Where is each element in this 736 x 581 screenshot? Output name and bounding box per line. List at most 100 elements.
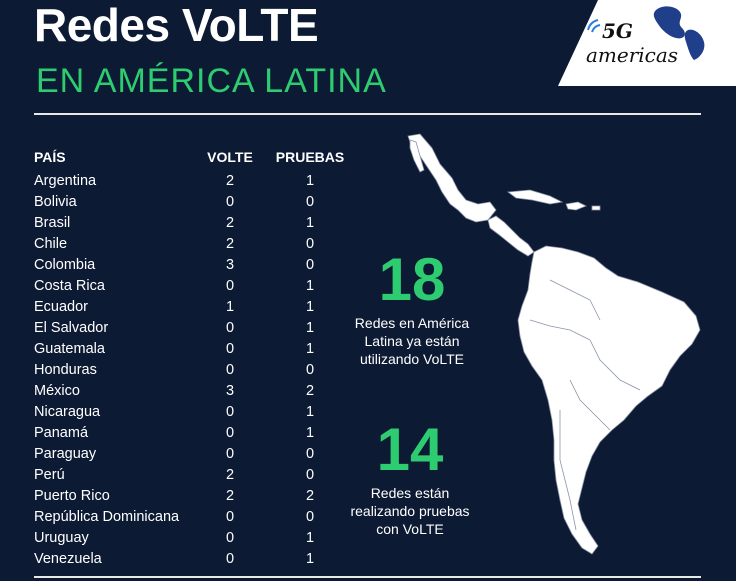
cell-pruebas: 0 [305,236,315,252]
cell-pruebas: 1 [305,530,315,546]
page-title: Redes VoLTE [34,0,319,51]
table-row: Panamá 0 1 [34,423,354,444]
bottom-divider [34,576,701,578]
cell-pruebas: 0 [305,362,315,378]
cell-pais: Ecuador [34,299,89,315]
cell-pais: Honduras [34,362,97,378]
cell-pais: Chile [34,236,68,252]
stat-line: Redes están [370,485,450,501]
cell-volte: 0 [225,551,235,567]
top-divider [34,113,701,115]
cell-pais: Perú [34,467,65,483]
cell-volte: 0 [225,320,235,336]
brand-logo: 5G americas [558,0,736,86]
cell-pais: Panamá [34,425,89,441]
cell-pruebas: 1 [305,215,315,231]
table-row: Honduras 0 0 [34,360,354,381]
page-subtitle: EN AMÉRICA LATINA [36,62,387,100]
logo-5g-mark: 5G [602,19,633,43]
cell-pais: Nicaragua [34,404,101,420]
cell-pais: Venezuela [34,551,102,567]
cell-pruebas: 1 [305,173,315,189]
cell-volte: 2 [225,236,235,252]
cell-pruebas: 0 [305,194,315,210]
table-row: Perú 2 0 [34,465,354,486]
stat-line: Redes en América [354,315,470,331]
table-row: Argentina 2 1 [34,171,354,192]
cell-pais: Paraguay [34,446,97,462]
cell-pruebas: 0 [305,467,315,483]
header-pais: PAÍS [34,149,66,165]
table-row: Venezuela 0 1 [34,549,354,570]
cell-pais: El Salvador [34,320,109,336]
table-header: PAÍS VOLTE PRUEBAS [34,149,354,169]
stat-line: con VoLTE [376,521,444,537]
cell-pruebas: 2 [305,383,315,399]
cell-pais: Guatemala [34,341,105,357]
stat-line: utilizando VoLTE [359,351,465,367]
table-row: Uruguay 0 1 [34,528,354,549]
cell-volte: 2 [225,173,235,189]
stat-description: Redes en América Latina ya están utiliza… [322,314,502,368]
cell-pruebas: 1 [305,341,315,357]
cell-pais: Colombia [34,257,96,273]
cell-volte: 0 [225,509,235,525]
cell-pais: Argentina [34,173,97,189]
cell-volte: 0 [225,446,235,462]
table-row: Bolivia 0 0 [34,192,354,213]
table-row: El Salvador 0 1 [34,318,354,339]
cell-volte: 0 [225,362,235,378]
cell-pruebas: 0 [305,257,315,273]
cell-pais: Costa Rica [34,278,105,294]
table-row: Guatemala 0 1 [34,339,354,360]
cell-volte: 0 [225,278,235,294]
table-row: Nicaragua 0 1 [34,402,354,423]
cell-pruebas: 1 [305,551,315,567]
stat-value: 14 [376,416,444,483]
table-row: Paraguay 0 0 [34,444,354,465]
stat-line: realizando pruebas [350,503,470,519]
cell-volte: 3 [225,257,235,273]
table-body: Argentina 2 1 Bolivia 0 0 Brasil 2 1 Chile 2 0 Colom… [34,171,354,570]
header-volte: VOLTE [207,149,253,165]
cell-volte: 2 [225,215,235,231]
cell-pruebas: 1 [305,278,315,294]
cell-pruebas: 1 [305,404,315,420]
cell-pais: Puerto Rico [34,488,110,504]
table-row: Chile 2 0 [34,234,354,255]
cell-volte: 0 [225,341,235,357]
cell-pais: Bolivia [34,194,77,210]
table-row: Colombia 3 0 [34,255,354,276]
stat-description: Redes están realizando pruebas con VoLTE [320,484,500,538]
cell-volte: 2 [225,467,235,483]
cell-volte: 2 [225,488,235,504]
stat-pruebas-total: 14 Redes están realizando pruebas con Vo… [320,420,500,538]
table-row: México 3 2 [34,381,354,402]
cell-pais: Uruguay [34,530,89,546]
logo-wordmark: americas [586,43,678,67]
stat-line: Latina ya están [364,333,460,349]
cell-volte: 0 [225,425,235,441]
cell-pruebas: 2 [305,488,315,504]
cell-volte: 3 [225,383,235,399]
cell-pruebas: 0 [305,509,315,525]
cell-pais: República Dominicana [34,509,180,525]
cell-volte: 0 [225,194,235,210]
header-pruebas: PRUEBAS [275,149,345,165]
table-row: Costa Rica 0 1 [34,276,354,297]
cell-pais: Brasil [34,215,71,231]
volte-table: PAÍS VOLTE PRUEBAS Argentina 2 1 Bolivia 0 0 B… [34,149,354,570]
cell-volte: 0 [225,404,235,420]
cell-pais: México [34,383,80,399]
table-row: Puerto Rico 2 2 [34,486,354,507]
latin-america-map [400,130,730,570]
cell-pruebas: 0 [305,446,315,462]
cell-volte: 1 [225,299,235,315]
cell-pruebas: 1 [305,299,315,315]
stat-value: 18 [378,246,446,313]
cell-pruebas: 1 [305,320,315,336]
table-row: Brasil 2 1 [34,213,354,234]
cell-pruebas: 1 [305,425,315,441]
table-row: Ecuador 1 1 [34,297,354,318]
stat-volte-total: 18 Redes en América Latina ya están util… [322,250,502,368]
